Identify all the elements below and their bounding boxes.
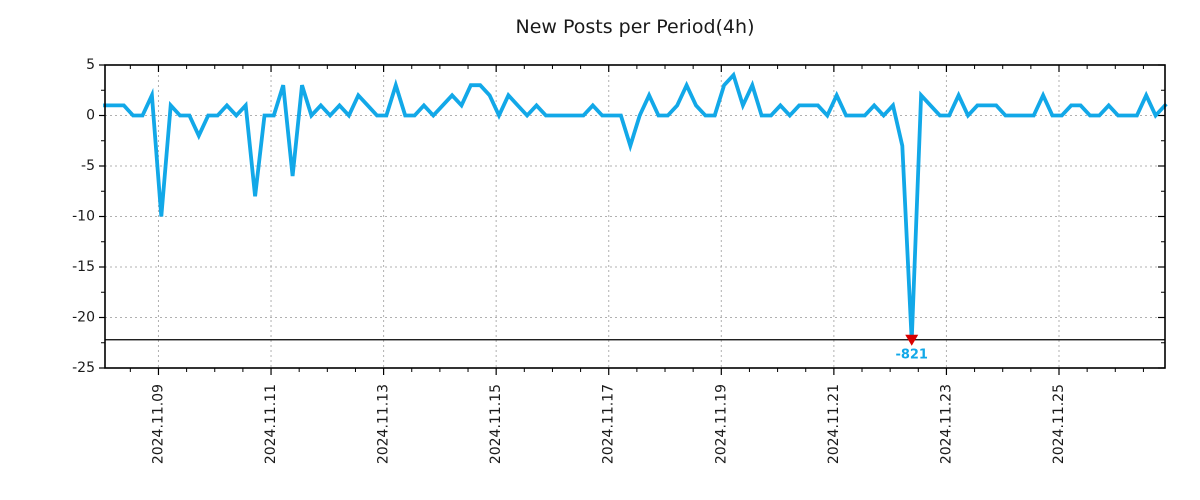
y-tick-label: -25 — [72, 360, 95, 376]
x-tick-label: 2024.11.25 — [1051, 384, 1067, 464]
x-tick-label: 2024.11.13 — [376, 384, 392, 464]
min-marker-triangle-down-icon — [905, 334, 919, 346]
y-tick-label: -15 — [72, 259, 95, 275]
x-tick-label: 2024.11.21 — [826, 384, 842, 464]
chart-title: New Posts per Period(4h) — [516, 16, 755, 38]
x-tick-label: 2024.11.23 — [938, 384, 954, 464]
x-tick-label: 2024.11.15 — [488, 384, 504, 464]
y-tick-label: 0 — [86, 108, 95, 124]
x-tick-label: 2024.11.09 — [150, 384, 166, 464]
x-tick-label: 2024.11.11 — [263, 384, 279, 464]
y-tick-label: -10 — [72, 209, 95, 225]
plot-area: 5 0 -5 -10 -15 -20 -25 2024.11.09 2024.11.11 2024… — [72, 57, 1168, 464]
y-tick-label: -20 — [72, 310, 95, 326]
plot-border — [104, 64, 1166, 369]
x-tick-label: 2024.11.17 — [601, 384, 617, 464]
y-tick-label: -5 — [81, 158, 95, 174]
y-tick-label: 5 — [86, 57, 95, 73]
min-value-label: -821 — [895, 348, 928, 363]
x-tick-label: 2024.11.19 — [713, 384, 729, 464]
data-line — [103, 71, 1168, 341]
